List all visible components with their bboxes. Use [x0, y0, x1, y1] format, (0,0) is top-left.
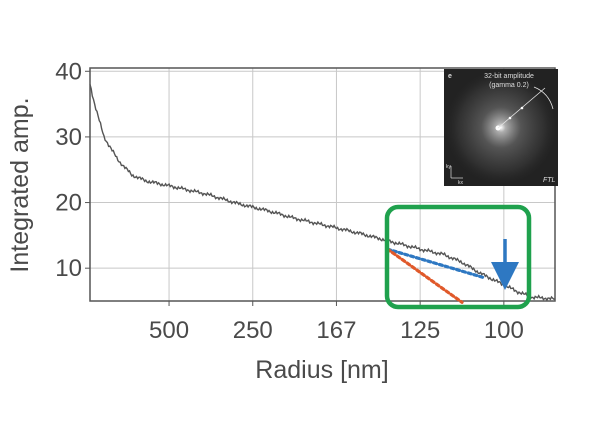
- y-axis-title: Integrated amp.: [6, 97, 34, 272]
- highlight-box: [384, 204, 532, 310]
- fft-inset: e 32-bit amplitude (gamma 0.2) FTL kx ky: [444, 69, 558, 186]
- y-tick-label: 30: [55, 124, 82, 151]
- x-tick-label: 500: [149, 317, 189, 344]
- series-layer: [89, 84, 556, 302]
- x-tick-label: 125: [400, 317, 440, 344]
- inset-panel-label: e: [448, 73, 452, 80]
- y-axis: 10 20 30 40: [55, 58, 90, 282]
- x-tick-label: 250: [233, 317, 273, 344]
- inset-title-line1: 32-bit amplitude: [484, 73, 534, 80]
- inset-marker-2: [520, 106, 524, 110]
- series-line: [89, 84, 556, 302]
- annotation-layer: [386, 247, 487, 304]
- x-tick-label: 167: [316, 317, 356, 344]
- y-tick-label: 40: [55, 58, 82, 85]
- y-tick-label: 20: [55, 190, 82, 217]
- inset-axis-x-label: kx: [458, 180, 464, 186]
- inset-corner-label: FTL: [543, 177, 556, 184]
- inset-scale-arc: [533, 86, 554, 110]
- y-tick-label: 10: [55, 255, 82, 282]
- inset-marker-1: [508, 116, 512, 120]
- x-axis: 500 250 167 125 100: [149, 301, 524, 344]
- orange-dotted-trend-line: [386, 247, 464, 304]
- inset-glow: [444, 69, 558, 186]
- x-axis-title: Radius [nm]: [255, 356, 388, 384]
- x-tick-label: 100: [484, 317, 524, 344]
- inset-title-line2: (gamma 0.2): [489, 82, 529, 89]
- blue-dotted-trend-line: [386, 247, 487, 280]
- inset-axis-y-label: ky: [446, 164, 452, 170]
